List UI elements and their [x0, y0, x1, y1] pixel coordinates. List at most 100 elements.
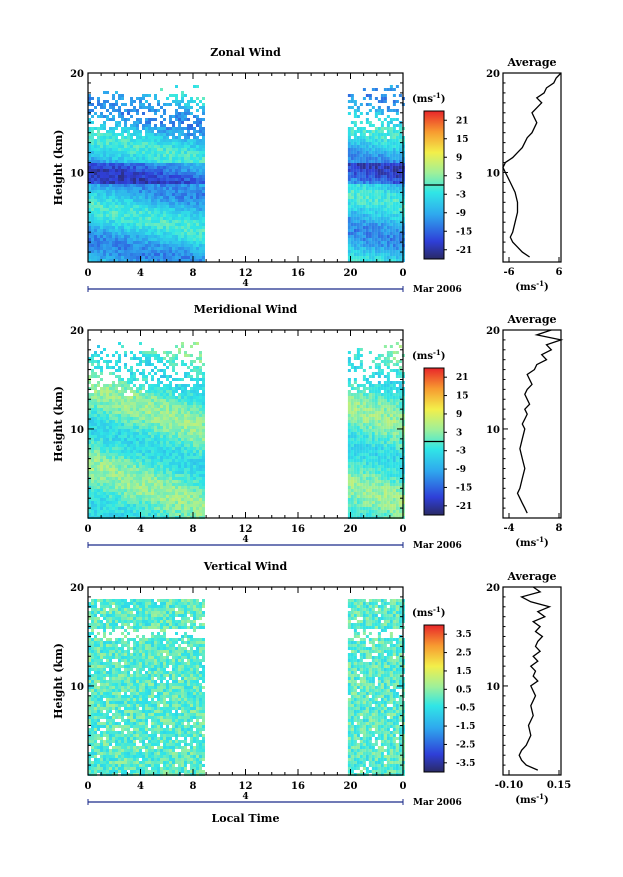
heatmap-cell — [184, 420, 187, 423]
heatmap-cell — [106, 468, 109, 471]
heatmap-cell — [160, 115, 163, 118]
heatmap-cell — [151, 468, 154, 471]
heatmap-cell — [157, 408, 160, 411]
heatmap-cell — [381, 202, 384, 205]
heatmap-cell — [366, 169, 369, 172]
heatmap-cell — [169, 393, 172, 396]
heatmap-cell — [91, 456, 94, 459]
heatmap-cell — [160, 214, 163, 217]
heatmap-cell — [175, 498, 178, 501]
heatmap-cell — [145, 378, 148, 381]
heatmap-cell — [124, 363, 127, 366]
heatmap-cell — [187, 429, 190, 432]
heatmap-cell — [130, 423, 133, 426]
heatmap-cell — [121, 181, 124, 184]
heatmap-cell — [100, 456, 103, 459]
heatmap-cell — [97, 199, 100, 202]
heatmap-cell — [393, 130, 396, 133]
heatmap-cell — [172, 489, 175, 492]
heatmap-cell — [124, 444, 127, 447]
heatmap-cell — [124, 381, 127, 384]
heatmap-cell — [148, 241, 151, 244]
heatmap-cell — [136, 447, 139, 450]
heatmap-cell — [393, 256, 396, 259]
heatmap-cell — [190, 148, 193, 151]
heatmap-cell — [193, 465, 196, 468]
heatmap-cell — [121, 477, 124, 480]
heatmap-cell — [178, 220, 181, 223]
heatmap-cell — [154, 232, 157, 235]
heatmap-cell — [157, 399, 160, 402]
heatmap-cell — [354, 124, 357, 127]
heatmap-cell — [103, 160, 106, 163]
heatmap-cell — [163, 504, 166, 507]
heatmap-cell — [196, 196, 199, 199]
heatmap-cell — [357, 145, 360, 148]
heatmap-cell — [154, 193, 157, 196]
heatmap-cell — [157, 402, 160, 405]
heatmap-cell — [378, 160, 381, 163]
heatmap-cell — [112, 399, 115, 402]
heatmap-cell — [393, 232, 396, 235]
heatmap-cell — [387, 139, 390, 142]
heatmap-cell — [133, 447, 136, 450]
heatmap-cell — [187, 103, 190, 106]
heatmap-cell — [381, 229, 384, 232]
heatmap-cell — [148, 229, 151, 232]
heatmap-cell — [100, 351, 103, 354]
heatmap-cell — [151, 474, 154, 477]
heatmap-cell — [178, 235, 181, 238]
heatmap-cell — [136, 426, 139, 429]
heatmap-cell — [115, 360, 118, 363]
heatmap-cell — [181, 363, 184, 366]
heatmap-cell — [163, 199, 166, 202]
heatmap-cell — [106, 133, 109, 136]
heatmap-cell — [151, 235, 154, 238]
heatmap-cell — [196, 447, 199, 450]
heatmap-cell — [136, 97, 139, 100]
heatmap-cell — [121, 501, 124, 504]
heatmap-cell — [181, 142, 184, 145]
heatmap-cell — [121, 441, 124, 444]
heatmap-cell — [348, 175, 351, 178]
heatmap-cell — [387, 121, 390, 124]
heatmap-cell — [151, 369, 154, 372]
heatmap-cell — [163, 136, 166, 139]
heatmap-cell — [202, 172, 205, 175]
heatmap-cell — [148, 109, 151, 112]
heatmap-cell — [190, 208, 193, 211]
heatmap-cell — [118, 112, 121, 115]
heatmap-cell — [357, 166, 360, 169]
heatmap-cell — [184, 480, 187, 483]
heatmap-cell — [142, 157, 145, 160]
heatmap-cell — [136, 396, 139, 399]
heatmap-cell — [148, 447, 151, 450]
heatmap-cell — [351, 211, 354, 214]
heatmap-cell — [148, 354, 151, 357]
heatmap-cell — [369, 124, 372, 127]
heatmap-cell — [94, 229, 97, 232]
heatmap-cell — [121, 486, 124, 489]
heatmap-cell — [175, 142, 178, 145]
heatmap-cell — [384, 88, 387, 91]
heatmap-cell — [154, 217, 157, 220]
heatmap-cell — [190, 166, 193, 169]
panel-title: Zonal Wind — [210, 46, 281, 59]
heatmap-cell — [181, 97, 184, 100]
heatmap-cell — [199, 250, 202, 253]
heatmap-cell — [94, 492, 97, 495]
heatmap-cell — [91, 166, 94, 169]
heatmap-cell — [396, 226, 399, 229]
heatmap-cell — [348, 229, 351, 232]
heatmap-cell — [133, 196, 136, 199]
heatmap-cell — [393, 172, 396, 175]
heatmap-cell — [112, 495, 115, 498]
heatmap-cell — [193, 477, 196, 480]
heatmap-cell — [369, 253, 372, 256]
heatmap-cell — [357, 109, 360, 112]
heatmap-cell — [196, 510, 199, 513]
heatmap-cell — [354, 103, 357, 106]
heatmap-cell — [157, 178, 160, 181]
heatmap-cell — [121, 136, 124, 139]
heatmap-cell — [172, 175, 175, 178]
